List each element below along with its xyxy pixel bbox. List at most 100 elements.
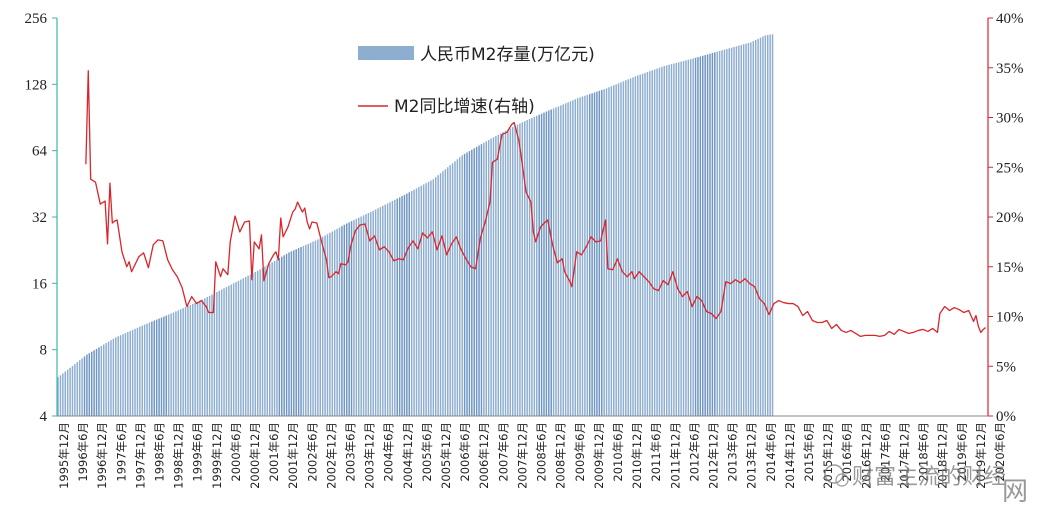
m2-bar — [471, 149, 473, 416]
m2-bar — [134, 328, 136, 416]
x-tick-label: 2010年12月 — [630, 422, 644, 489]
x-tick-label: 2003年6月 — [344, 422, 358, 482]
m2-bar — [74, 364, 76, 416]
x-tick-label: 2009年12月 — [592, 422, 606, 489]
m2-bar — [726, 48, 728, 416]
m2-bar — [432, 179, 435, 416]
x-tick-label: 2012年6月 — [687, 422, 701, 482]
m2-bar — [382, 205, 384, 416]
m2-bar — [271, 262, 273, 416]
x-tick-label: 2006年12月 — [477, 422, 491, 489]
m2-bar — [709, 53, 711, 416]
m2-bar — [764, 35, 767, 417]
m2-bar — [687, 59, 690, 417]
m2-bar — [651, 70, 653, 417]
m2-bar — [593, 92, 596, 416]
m2-bar — [569, 101, 572, 416]
m2-bar — [415, 188, 418, 416]
m2-bar — [653, 69, 656, 416]
m2-bar — [420, 185, 423, 416]
x-tick-label: 2012年12月 — [707, 422, 721, 489]
m2-bar — [213, 293, 216, 416]
x-tick-label: 2017年6月 — [878, 422, 892, 482]
m2-bar — [591, 93, 593, 417]
m2-bar — [256, 270, 259, 416]
m2-bar — [374, 209, 377, 416]
x-tick-label: 1995年12月 — [57, 422, 71, 489]
m2-bar — [449, 165, 451, 416]
m2-bar — [218, 290, 220, 416]
m2-bar — [151, 321, 153, 416]
m2-bar — [750, 42, 752, 417]
m2-bar — [413, 189, 415, 416]
watermark-text-2: 网 — [1002, 477, 1028, 507]
x-tick-label: 2007年6月 — [496, 422, 510, 482]
x-tick-label: 2003年12月 — [363, 422, 377, 489]
m2-bar — [516, 124, 519, 416]
x-tick-label: 2001年6月 — [267, 422, 281, 482]
m2-bar — [531, 117, 533, 416]
m2-bar — [309, 242, 312, 416]
m2-bar — [509, 128, 512, 416]
m2-bar — [293, 250, 295, 416]
m2-bar — [81, 358, 83, 416]
right-axis-ticks: 0% 5% 10% 15% 20% 25% 30% 35% 40% — [988, 11, 1024, 425]
x-tick-label: 2005年12月 — [439, 422, 453, 489]
left-tick-label: 16 — [32, 276, 48, 292]
m2-bar — [771, 34, 774, 416]
m2-bar — [348, 222, 350, 416]
m2-bar — [694, 57, 697, 417]
m2-bar — [702, 55, 704, 416]
m2-bar — [370, 211, 372, 416]
m2-bar — [649, 71, 651, 416]
m2-bar — [184, 307, 187, 416]
wechat-icon-inner — [835, 473, 849, 487]
right-tick-label: 25% — [996, 160, 1024, 176]
m2-bar — [752, 41, 755, 416]
m2-bar — [259, 269, 261, 416]
m2-bar — [273, 260, 276, 416]
m2-bar — [124, 333, 127, 416]
m2-bar — [473, 148, 475, 416]
m2-bar — [451, 163, 454, 416]
m2-bar — [540, 113, 543, 417]
m2-bar — [204, 298, 206, 416]
m2-bar — [360, 216, 362, 416]
m2-bar — [706, 54, 709, 416]
m2-bar — [747, 42, 750, 417]
m2-bar — [343, 224, 346, 416]
m2-bar — [158, 318, 160, 416]
m2-bar — [716, 51, 718, 417]
m2-bar — [682, 60, 685, 417]
m2-bar — [511, 127, 514, 417]
m2-bar — [552, 108, 555, 416]
m2-bar — [196, 301, 199, 416]
m2-bar — [312, 241, 314, 416]
x-tick-label: 1998年12月 — [172, 422, 186, 489]
m2-bar — [677, 62, 680, 416]
m2-bar — [690, 59, 692, 417]
m2-bar — [358, 217, 360, 416]
m2-bar — [615, 84, 617, 417]
m2-bar — [740, 44, 742, 417]
x-tick-label: 2002年6月 — [305, 422, 319, 482]
m2-bar — [422, 184, 425, 416]
m2-bar — [656, 68, 658, 416]
m2-bar — [617, 83, 620, 417]
m2-bar — [492, 137, 495, 416]
m2-bar — [401, 196, 403, 416]
m2-bar — [456, 159, 459, 416]
m2-bar — [410, 191, 413, 416]
m2-bar — [297, 248, 300, 416]
m2-bar — [418, 187, 420, 416]
m2-bar — [321, 236, 324, 416]
m2-bar — [57, 377, 59, 416]
m2-bar — [673, 63, 675, 416]
m2-bar — [596, 91, 598, 417]
m2-bar — [237, 280, 240, 416]
watermark-text: 财富主流的财经 — [852, 465, 1006, 490]
m2-bar — [252, 273, 254, 416]
m2-bar — [521, 122, 524, 416]
m2-bar — [179, 309, 182, 416]
x-tick-label: 2014年12月 — [783, 422, 797, 489]
